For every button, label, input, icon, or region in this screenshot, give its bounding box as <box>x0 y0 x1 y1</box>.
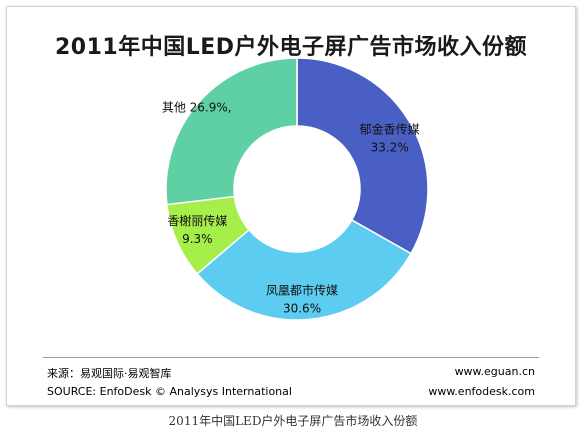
pie-slice-2 <box>196 219 413 321</box>
pie-slice-1 <box>296 57 429 255</box>
slice-category-1: 郁金香传媒 <box>360 122 420 137</box>
source-en: SOURCE: EnfoDesk © Analysys Internationa… <box>47 385 292 398</box>
donut-chart: 郁金香传媒 33.2% 凤凰都市传媒 30.6% 香榭丽传媒 9.3% 其他 26.9%, <box>162 57 429 321</box>
url-enfodesk[interactable]: www.enfodesk.com <box>428 385 535 398</box>
slice-value-1: 33.2% <box>371 141 409 155</box>
footer-divider <box>43 357 539 358</box>
url-eguan[interactable]: www.eguan.cn <box>454 365 535 378</box>
slice-value-3: 9.3% <box>182 232 213 246</box>
slice-value-2: 30.6% <box>283 302 321 316</box>
chart-title: 2011年中国LED户外电子屏广告市场收入份额 <box>54 35 528 60</box>
slice-category-2: 凤凰都市传媒 <box>266 283 338 298</box>
image-caption: 2011年中国LED户外电子屏广告市场收入份额 <box>168 414 418 428</box>
slice-label-4: 其他 26.9%, <box>162 100 232 114</box>
chart-frame: 2011年中国LED户外电子屏广告市场收入份额 郁金香传媒 33.2% 凤凰都市传媒… <box>6 6 576 406</box>
source-cn: 来源：易观国际·易观智库 <box>47 367 172 380</box>
slice-category-3: 香榭丽传媒 <box>167 213 227 228</box>
pie-slice-4 <box>165 57 298 206</box>
